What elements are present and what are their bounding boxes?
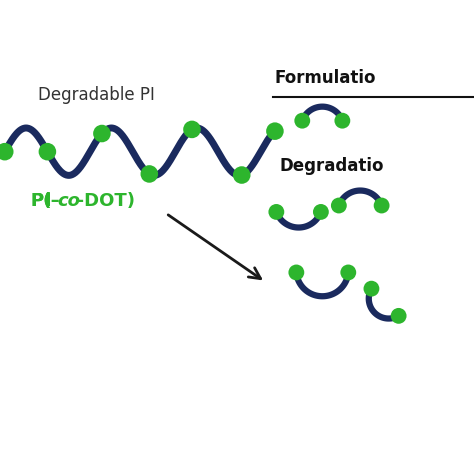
Text: I–: I– — [44, 192, 60, 210]
Point — [378, 202, 385, 210]
Point — [271, 128, 279, 135]
Point — [188, 126, 196, 133]
Text: Degradatio: Degradatio — [280, 157, 384, 175]
Point — [292, 269, 300, 276]
Point — [44, 148, 51, 155]
Point — [146, 170, 153, 178]
Point — [299, 117, 306, 125]
Text: P(: P( — [31, 192, 52, 210]
Point — [335, 202, 343, 210]
Point — [338, 117, 346, 125]
Point — [273, 208, 280, 216]
Point — [238, 171, 246, 179]
Point — [98, 130, 106, 137]
Point — [368, 285, 375, 292]
Text: co: co — [57, 192, 80, 210]
Text: Formulatio: Formulatio — [275, 69, 376, 87]
Text: –DOT): –DOT) — [75, 192, 135, 210]
Point — [395, 312, 402, 319]
Text: P(: P( — [31, 192, 52, 210]
Text: Degradable PI: Degradable PI — [38, 86, 155, 104]
Point — [345, 269, 352, 276]
Point — [317, 208, 325, 216]
Point — [1, 148, 9, 155]
